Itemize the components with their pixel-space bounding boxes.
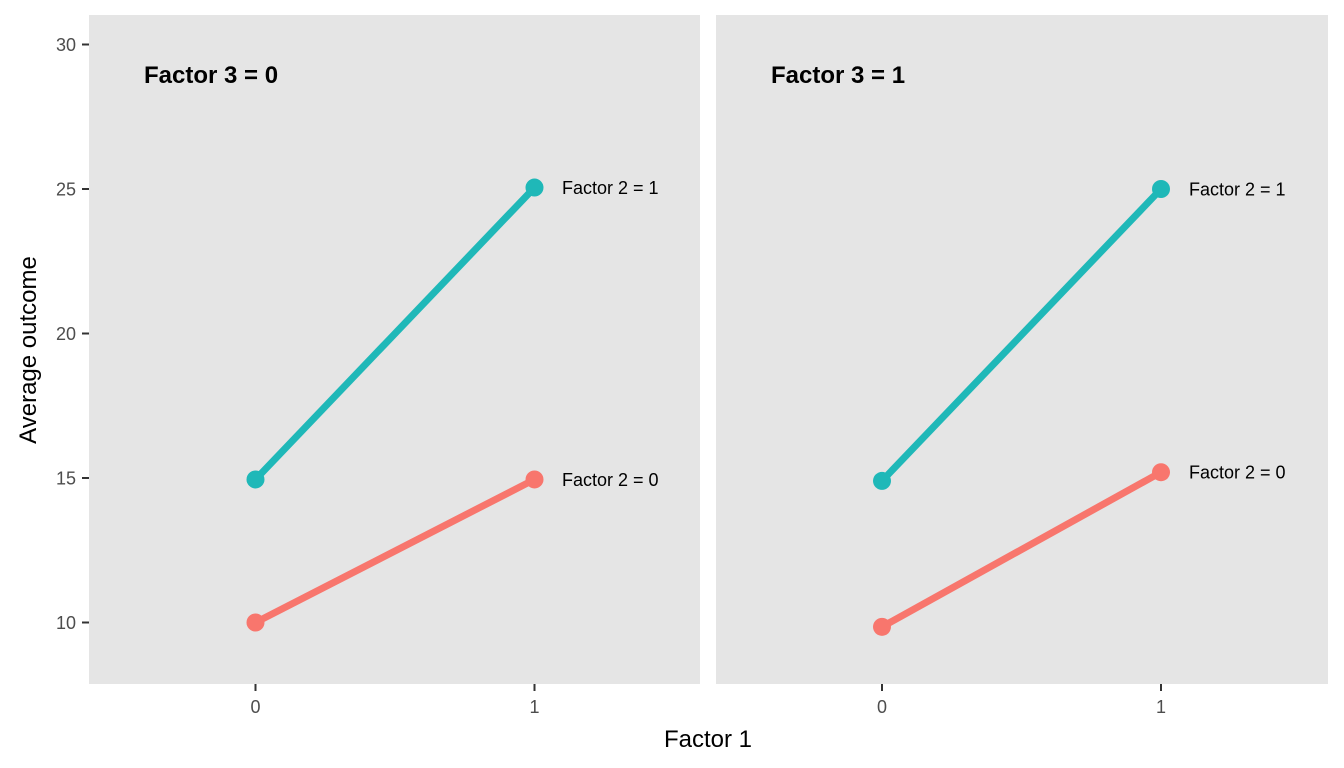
y-tick-label: 20	[56, 324, 76, 344]
series-label: Factor 2 = 1	[1189, 180, 1286, 200]
x-axis: 0 1 0 1	[250, 684, 1166, 717]
x-axis-title: Factor 1	[664, 726, 752, 753]
series-line	[879, 186, 1164, 484]
panel-background-left	[89, 15, 700, 684]
data-point	[1152, 463, 1170, 482]
series-label: Factor 2 = 0	[1189, 463, 1286, 483]
y-tick-label: 25	[56, 180, 76, 200]
series-line	[252, 185, 538, 482]
data-point	[1152, 180, 1170, 198]
series-label: Factor 2 = 0	[562, 470, 659, 490]
data-point	[873, 617, 891, 636]
panel-title-right: Factor 3 = 1	[771, 62, 905, 89]
y-tick-label: 10	[56, 613, 76, 633]
x-tick-label: 1	[529, 697, 539, 717]
x-tick-label: 0	[250, 697, 260, 717]
data-point	[525, 178, 544, 197]
x-tick-label: 0	[877, 697, 887, 717]
data-point	[873, 471, 891, 490]
y-tick-label: 30	[56, 35, 76, 55]
series-label: Factor 2 = 1	[562, 178, 659, 198]
series-line	[253, 476, 537, 626]
series-layer: Factor 2 = 1 Factor 2 = 0 Factor 2 = 1 Fact…	[246, 178, 1286, 636]
x-tick-label: 1	[1156, 697, 1166, 717]
series-line	[880, 469, 1163, 630]
data-point	[246, 470, 265, 489]
data-point	[246, 613, 265, 632]
y-tick-label: 15	[56, 469, 76, 489]
data-point	[525, 470, 544, 489]
y-axis-title: Average outcome	[15, 256, 42, 444]
panel-background-right	[716, 15, 1328, 684]
panel-title-left: Factor 3 = 0	[144, 62, 278, 89]
y-axis: 10 15 20 25 30	[56, 35, 89, 633]
